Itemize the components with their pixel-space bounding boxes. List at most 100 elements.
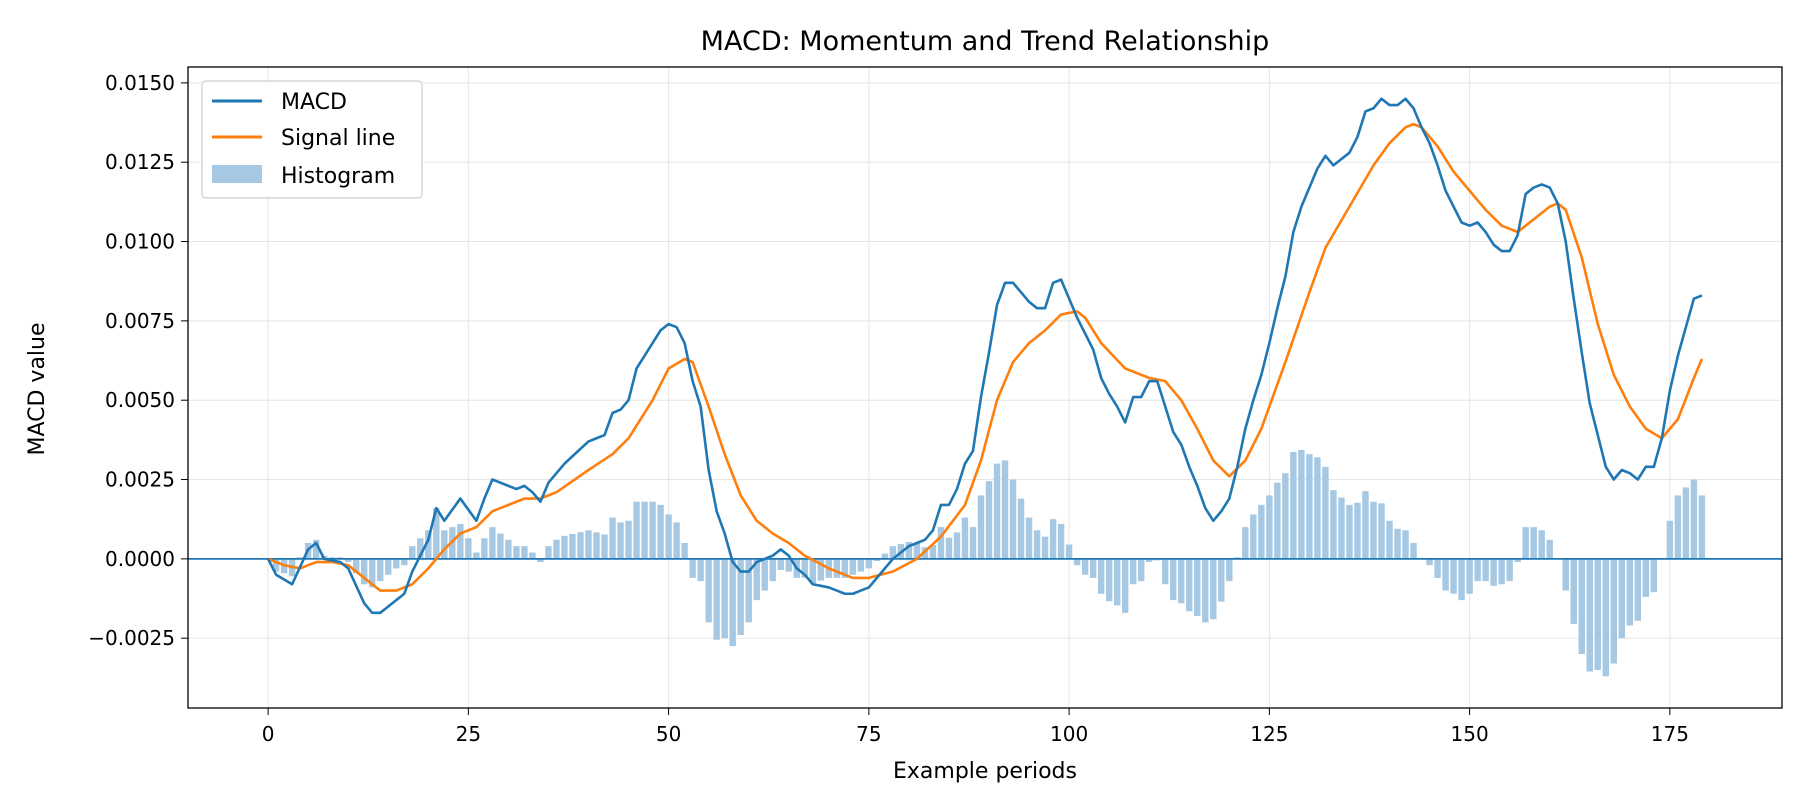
histogram-bar (1290, 452, 1297, 559)
histogram-bar (441, 530, 448, 559)
histogram-bar (833, 558, 841, 578)
histogram-bar (1322, 466, 1329, 559)
histogram-bar (1346, 504, 1353, 559)
histogram-bar (905, 541, 913, 559)
y-tick-label: 0.0100 (105, 230, 175, 254)
histogram-bar (1402, 530, 1409, 559)
histogram-bar (1065, 544, 1073, 559)
histogram-bar (657, 504, 664, 559)
legend-signal-label: Signal line (281, 126, 395, 151)
histogram-bar (665, 514, 672, 559)
histogram-bar (849, 558, 857, 575)
histogram-bar (1666, 520, 1674, 559)
x-tick-label: 50 (656, 722, 681, 746)
histogram-bar (489, 527, 496, 559)
histogram-bar (1017, 498, 1025, 559)
y-axis-label: MACD value (25, 322, 50, 455)
histogram-bar (1626, 558, 1634, 626)
histogram-bar (1434, 558, 1441, 578)
histogram-bar (272, 558, 280, 572)
histogram-bar (1618, 558, 1626, 639)
histogram-bar (1314, 457, 1321, 559)
histogram-bar (593, 532, 600, 559)
histogram-bar (1426, 558, 1433, 566)
histogram-bar (553, 539, 560, 559)
y-tick-label: 0.0025 (105, 468, 175, 492)
histogram-bar (977, 495, 985, 559)
histogram-bar (937, 527, 945, 559)
histogram-bar (497, 533, 504, 559)
histogram-bar (465, 538, 472, 559)
histogram-bar (417, 538, 424, 559)
histogram-bar (1482, 558, 1489, 582)
histogram-bar (1049, 519, 1057, 559)
histogram-bar (1650, 558, 1658, 593)
histogram-bar (1073, 558, 1081, 566)
x-tick-label: 0 (262, 722, 275, 746)
histogram-bar (1202, 558, 1209, 623)
legend-histogram-swatch (212, 165, 262, 183)
histogram-bar (1097, 558, 1105, 594)
histogram-bar (1578, 558, 1585, 655)
legend-histogram-label: Histogram (281, 164, 395, 189)
histogram-bar (617, 522, 624, 559)
histogram-bar (529, 552, 536, 559)
histogram-bar (777, 558, 784, 570)
y-tick-label: 0.0125 (105, 150, 175, 174)
histogram-bar (1634, 558, 1642, 621)
histogram-bar (361, 558, 368, 585)
histogram-bar (817, 558, 824, 581)
histogram-bar (1081, 558, 1089, 575)
histogram-bar (1378, 503, 1385, 559)
histogram-bar (1394, 528, 1401, 559)
histogram-bar (1001, 460, 1009, 559)
histogram-bar (945, 537, 953, 559)
histogram-bar (1602, 558, 1609, 677)
histogram-bar (1362, 491, 1369, 559)
histogram-bar (737, 558, 744, 636)
histogram-bar (1218, 558, 1225, 602)
y-axis-ticks: −0.0025 0.0000 0.0025 0.0050 0.0075 0.0100 0.0… (88, 71, 188, 650)
histogram-bar (425, 530, 432, 559)
histogram-bar (689, 558, 696, 578)
histogram-bar (1698, 495, 1706, 559)
histogram-bar (312, 539, 320, 559)
histogram-bar (1370, 501, 1377, 559)
histogram-bar (457, 523, 464, 559)
histogram-bar (801, 558, 808, 578)
histogram-bar (1474, 558, 1481, 582)
histogram-bar (841, 558, 849, 578)
grid-layer (188, 67, 1782, 708)
histogram-bar (1121, 558, 1129, 613)
histogram-bar (1330, 490, 1337, 559)
histogram-bar (1226, 558, 1233, 582)
histogram-bar (625, 520, 632, 559)
histogram-bar (865, 558, 873, 569)
histogram-bar (1570, 558, 1577, 624)
x-tick-label: 175 (1651, 722, 1689, 746)
histogram-bar (961, 517, 969, 559)
histogram-bar (393, 558, 400, 569)
histogram-bar (369, 558, 376, 588)
histogram-bar (569, 533, 576, 559)
histogram-bar (729, 558, 736, 647)
legend: MACD Signal line Histogram (201, 80, 423, 199)
signal-line (267, 122, 1704, 592)
histogram-bar (353, 558, 360, 574)
y-tick-label: 0.0075 (105, 309, 175, 333)
plot-frame (187, 66, 1783, 709)
histogram-bar (1129, 558, 1137, 585)
histogram-bar (1210, 558, 1217, 620)
histogram-bar (1194, 558, 1201, 616)
histogram-bar (1562, 558, 1569, 591)
histogram-bar (1033, 530, 1041, 559)
histogram-bar (969, 527, 977, 559)
histogram-bar (1105, 558, 1113, 602)
histogram-bar (1009, 479, 1017, 559)
x-tick-label: 125 (1250, 722, 1288, 746)
histogram-bar (1282, 473, 1289, 559)
x-tick-label: 100 (1050, 722, 1088, 746)
histogram-bar (1514, 558, 1521, 563)
histogram-bar (585, 530, 592, 559)
